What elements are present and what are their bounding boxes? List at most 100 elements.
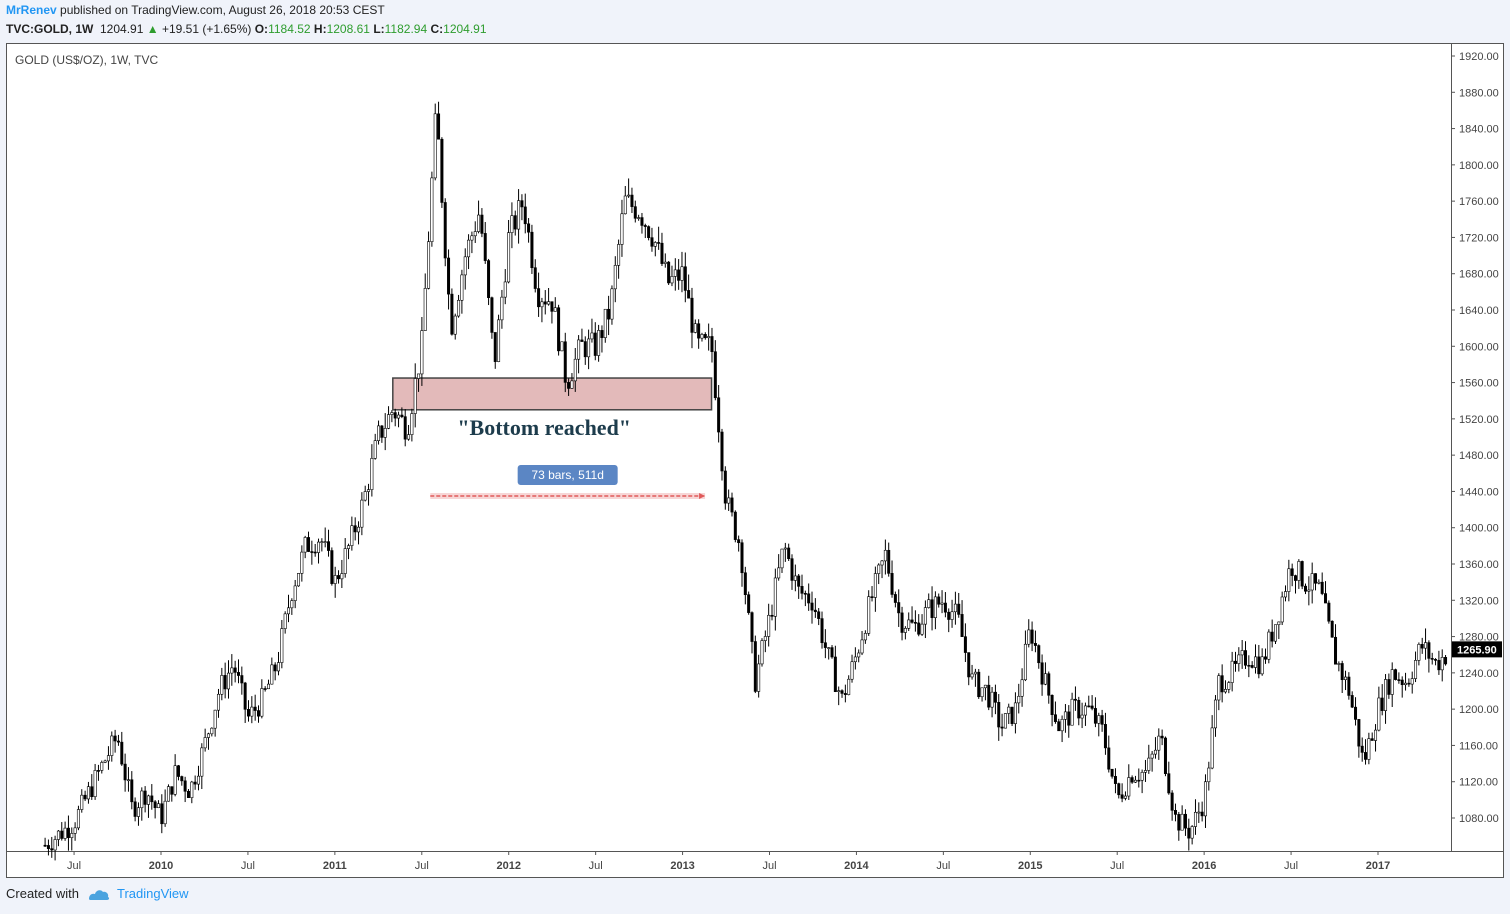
candle-body bbox=[703, 334, 707, 339]
candle bbox=[1250, 661, 1254, 669]
x-tick-label: Jul bbox=[589, 860, 603, 872]
candle bbox=[1053, 701, 1057, 724]
x-tick-label: 2012 bbox=[496, 860, 520, 872]
candle bbox=[1233, 651, 1237, 672]
price-axis[interactable]: 1920.00 1880.00 1840.00 1800.00 1760.00 1720.… bbox=[1451, 51, 1499, 825]
candle-body bbox=[90, 786, 94, 797]
candle-body bbox=[447, 257, 451, 295]
date-range-measure[interactable]: 73 bars, 511d bbox=[430, 465, 706, 499]
candle-body bbox=[743, 572, 747, 595]
candle bbox=[297, 572, 301, 587]
candle-body bbox=[1320, 581, 1324, 594]
candle-body bbox=[430, 177, 434, 243]
candle bbox=[707, 323, 711, 351]
candle bbox=[393, 408, 397, 427]
price-chart[interactable]: GOLD (US$/OZ), 1W, TVC 1920.00 1880.00 184… bbox=[6, 43, 1504, 878]
candle-body bbox=[757, 663, 761, 692]
candle bbox=[383, 413, 387, 451]
candle-body bbox=[640, 217, 644, 226]
candle bbox=[1210, 715, 1214, 770]
candle-body bbox=[457, 299, 461, 317]
candle bbox=[360, 492, 364, 536]
candle bbox=[1387, 673, 1391, 699]
candle bbox=[973, 668, 977, 687]
candle-body bbox=[553, 307, 557, 312]
candle bbox=[1033, 630, 1037, 653]
candle-body bbox=[893, 594, 897, 603]
candle bbox=[1110, 768, 1114, 779]
candle bbox=[273, 662, 277, 681]
bottom-reached-annotation[interactable]: "Bottom reached" bbox=[457, 415, 631, 440]
candle bbox=[1157, 728, 1161, 760]
candle-body bbox=[413, 378, 417, 414]
candle-body bbox=[440, 138, 444, 203]
publish-info: MrRenev published on TradingView.com, Au… bbox=[6, 2, 385, 19]
candle bbox=[520, 194, 524, 221]
candle-body bbox=[1440, 657, 1444, 671]
candle bbox=[166, 784, 170, 802]
candle bbox=[907, 612, 911, 632]
candle-body bbox=[1427, 642, 1431, 659]
candle-body bbox=[737, 539, 741, 544]
candle-body bbox=[113, 735, 117, 742]
candle bbox=[357, 521, 361, 545]
candle bbox=[216, 688, 220, 718]
candle-body bbox=[707, 336, 711, 339]
candle bbox=[90, 774, 94, 800]
candle bbox=[860, 630, 864, 656]
candle bbox=[56, 830, 60, 847]
candle-body bbox=[300, 551, 304, 574]
candle bbox=[597, 324, 601, 362]
candle-body bbox=[1297, 561, 1301, 581]
candle bbox=[353, 517, 357, 541]
candle bbox=[1437, 650, 1441, 675]
candle-body bbox=[870, 596, 874, 598]
candle bbox=[587, 329, 591, 370]
candle-body bbox=[883, 549, 887, 562]
y-tick-label: 1520.00 bbox=[1459, 414, 1499, 426]
candle bbox=[50, 836, 54, 858]
candle-body bbox=[1203, 781, 1207, 817]
candle-body bbox=[780, 548, 784, 569]
support-zone[interactable] bbox=[392, 377, 713, 411]
candle-body bbox=[1173, 810, 1177, 815]
candle bbox=[183, 776, 187, 803]
candle-body bbox=[186, 790, 190, 798]
candle-body bbox=[1387, 679, 1391, 695]
candle-body bbox=[1430, 658, 1434, 660]
candle-body bbox=[910, 619, 914, 623]
candle bbox=[763, 630, 767, 653]
author-link[interactable]: MrRenev bbox=[6, 3, 57, 17]
x-tick-label: 2011 bbox=[323, 860, 347, 872]
tradingview-link[interactable]: TradingView bbox=[116, 886, 189, 901]
candle bbox=[950, 599, 954, 628]
y-tick-label: 1320.00 bbox=[1459, 595, 1499, 607]
candle bbox=[743, 566, 747, 605]
candle-body bbox=[527, 223, 531, 233]
candle-body bbox=[690, 297, 694, 333]
time-axis[interactable]: Jul 2010 Jul 2011 Jul 2012 Jul 2013 Jul 2014 Jul 20… bbox=[67, 851, 1390, 872]
price-value: 1204.91 bbox=[100, 22, 144, 36]
candle-body bbox=[903, 628, 907, 633]
candle bbox=[733, 510, 737, 543]
candle-body bbox=[360, 499, 364, 528]
candle-body bbox=[1143, 770, 1147, 773]
candle bbox=[423, 273, 427, 331]
candle-body bbox=[470, 235, 474, 241]
candle-body bbox=[1250, 665, 1254, 668]
candle bbox=[837, 686, 841, 706]
candle bbox=[303, 535, 307, 559]
candle bbox=[1047, 671, 1051, 704]
candle bbox=[1380, 684, 1384, 716]
candle bbox=[533, 259, 537, 293]
candle bbox=[1090, 695, 1094, 711]
candle bbox=[887, 542, 891, 577]
candle bbox=[1133, 775, 1137, 784]
candle-body bbox=[160, 803, 164, 825]
candle-body bbox=[997, 702, 1001, 728]
x-tick-label: 2015 bbox=[1018, 860, 1042, 872]
candle bbox=[210, 727, 214, 737]
candle bbox=[267, 679, 271, 690]
candle-body bbox=[860, 639, 864, 654]
candle-body bbox=[820, 618, 824, 644]
